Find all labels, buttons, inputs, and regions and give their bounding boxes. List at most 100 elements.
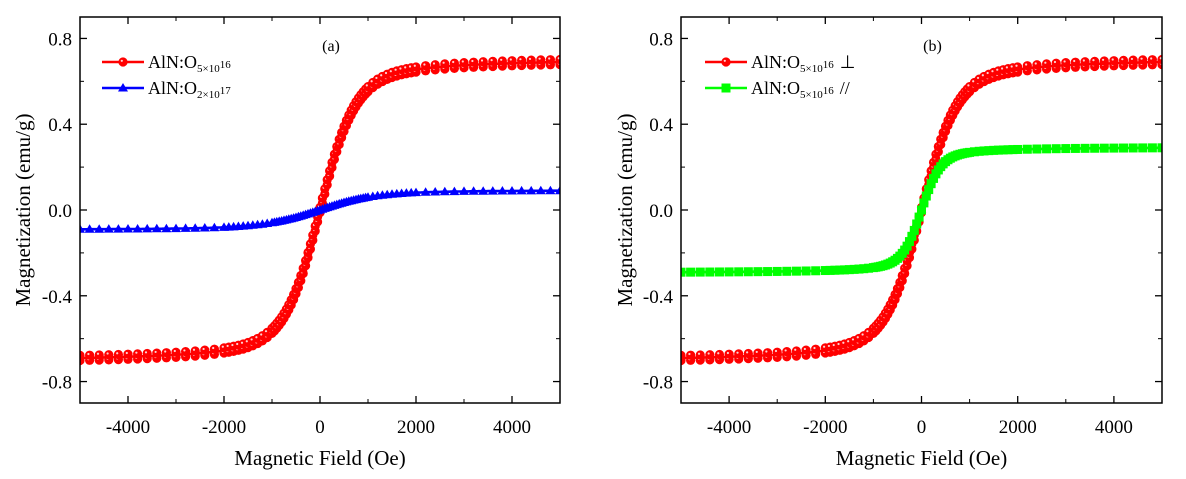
data-point [979, 146, 989, 156]
data-point [849, 264, 859, 274]
data-point-highlight [765, 350, 768, 353]
data-point-highlight [423, 63, 426, 66]
data-point-highlight [707, 352, 710, 355]
data-point [681, 267, 686, 277]
legend-main: AlN:O [751, 52, 800, 72]
data-point-highlight [106, 352, 109, 355]
data-point [1070, 143, 1080, 153]
data-point [914, 212, 924, 222]
data-point-highlight [164, 350, 167, 353]
data-point-highlight [408, 65, 412, 68]
data-point [801, 266, 811, 276]
data-point-highlight [380, 74, 383, 77]
data-point-highlight [1005, 66, 1008, 69]
data-point [1032, 144, 1042, 154]
y-tick-label: 0.4 [48, 115, 72, 136]
data-point [864, 263, 874, 273]
data-point [497, 56, 507, 66]
data-point-highlight [861, 333, 864, 336]
data-point-highlight [755, 350, 758, 354]
data-point [695, 267, 705, 277]
series-0 [80, 54, 560, 366]
data-point-highlight [1063, 60, 1066, 63]
data-point [919, 198, 929, 208]
data-point [926, 179, 936, 189]
data-point-highlight [967, 84, 970, 87]
data-point [1090, 143, 1100, 153]
data-point [909, 225, 919, 235]
data-point-highlight [991, 70, 994, 73]
data-point [782, 347, 792, 357]
data-point-highlight [847, 340, 850, 343]
data-point [965, 147, 975, 157]
data-point-highlight [1082, 59, 1085, 62]
legend: AlN:O5×1016 ⊥ AlN:O5×1016// [705, 52, 855, 101]
data-point [705, 350, 715, 360]
data-point [791, 266, 801, 276]
legend-main: AlN:O [751, 78, 800, 98]
data-point [151, 223, 162, 233]
data-point [1128, 55, 1138, 65]
data-point-highlight [717, 352, 720, 355]
data-point [686, 267, 696, 277]
legend-marker [118, 57, 128, 67]
data-point-highlight [264, 330, 268, 333]
data-point [411, 187, 421, 197]
data-point [917, 205, 926, 215]
data-point-highlight [375, 76, 378, 80]
data-point-highlight [986, 71, 989, 75]
data-point [449, 58, 459, 68]
data-point-highlight [370, 80, 373, 83]
data-point-highlight [726, 351, 730, 355]
legend-label: AlN:O5×1016 // [751, 78, 850, 101]
data-point-highlight [221, 345, 224, 348]
panel-label: (a) [322, 38, 340, 55]
data-point [545, 185, 556, 195]
legend-suffix: // [840, 78, 850, 98]
legend-label: AlN:O5×1016 ⊥ [751, 52, 855, 75]
plot-area [681, 54, 1162, 366]
data-point [535, 185, 546, 195]
x-tick-label: 2000 [397, 417, 435, 438]
data-point-highlight [365, 84, 368, 87]
data-point-highlight [972, 80, 975, 83]
data-point-highlight [255, 336, 258, 339]
data-point [1080, 143, 1090, 153]
data-point [907, 231, 917, 241]
data-point-highlight [1044, 61, 1047, 64]
legend-main: AlN:O [148, 78, 197, 98]
x-axis-title: Magnetic Field (Oe) [234, 446, 405, 470]
data-point-highlight [1111, 58, 1114, 61]
data-point-highlight [832, 343, 835, 347]
data-point [734, 349, 744, 359]
data-point-highlight [1010, 65, 1013, 68]
legend-main: AlN:O [148, 52, 197, 72]
data-point [1138, 143, 1148, 153]
data-point-highlight [173, 349, 176, 353]
data-point-highlight [548, 57, 551, 60]
data-point [811, 266, 821, 276]
data-point [200, 345, 210, 355]
legend-marker [721, 83, 731, 93]
data-point-highlight [250, 338, 253, 341]
plot-area [80, 54, 560, 366]
series-1 [80, 185, 560, 233]
data-point [1051, 58, 1061, 68]
data-point [113, 349, 124, 360]
x-tick-label: -4000 [106, 417, 150, 438]
data-point-highlight [1092, 59, 1095, 62]
data-point [1061, 144, 1071, 154]
data-point [103, 224, 114, 233]
data-point [714, 349, 725, 360]
y-tick-label: -0.4 [643, 287, 674, 308]
legend-label: AlN:O5×1016 [148, 52, 231, 75]
data-point-highlight [837, 342, 840, 346]
data-point [487, 186, 498, 195]
legend-sub: 2×10 [197, 89, 220, 101]
legend-suffix: ⊥ [840, 52, 856, 72]
data-point [1147, 143, 1157, 153]
data-point-highlight [697, 352, 701, 355]
data-point-highlight [1025, 63, 1028, 66]
data-point [989, 145, 999, 155]
data-point [743, 267, 753, 277]
